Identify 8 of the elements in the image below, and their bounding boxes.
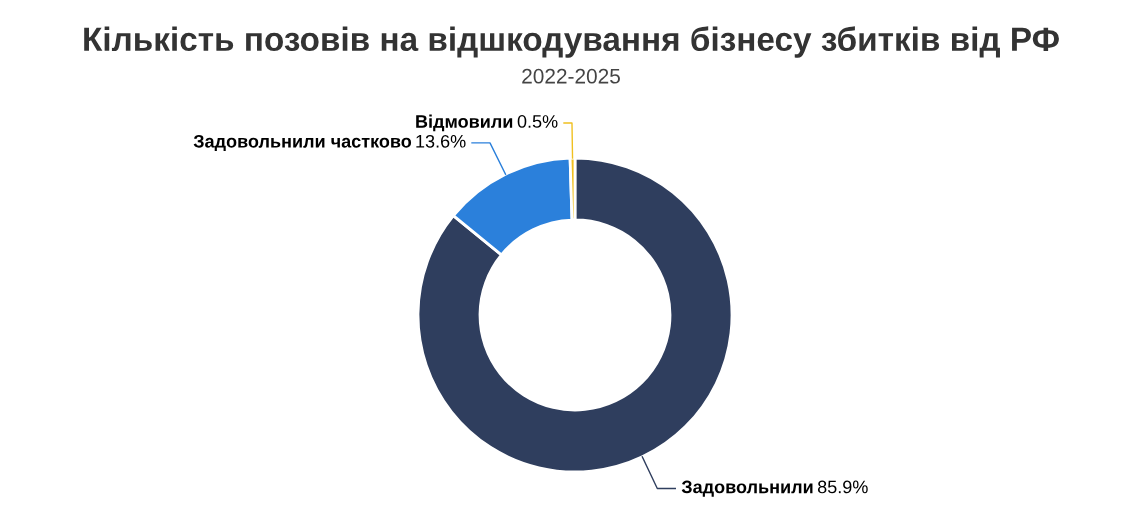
slice-label: Задовольнили частково <box>193 134 412 152</box>
data-label: 85.9% <box>817 480 868 494</box>
data-label: 0.5% <box>517 115 558 128</box>
data-label: 13.6% <box>416 134 466 148</box>
chart-subtitle: 2022-2025 <box>522 68 620 84</box>
slice-label: Відмовили <box>416 114 513 132</box>
slice-label: Задовольнили <box>681 480 813 497</box>
chart-title: Кількість позовів на відшкодування бізнесу збитків від РФ <box>84 26 1059 58</box>
